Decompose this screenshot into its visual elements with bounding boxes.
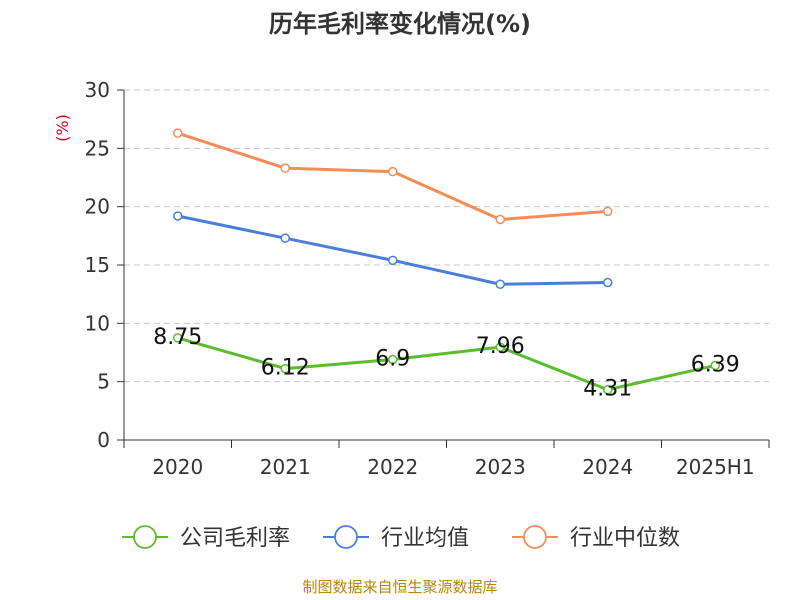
series-line [177, 336, 716, 392]
y-tick-label: 0 [97, 428, 110, 452]
y-tick-label: 15 [85, 253, 110, 277]
data-point [710, 360, 720, 371]
data-point [603, 206, 613, 217]
legend-marker [334, 525, 358, 549]
data-point [280, 163, 290, 173]
legend-label: 公司毛利率 [180, 526, 290, 551]
data-label: 6.12 [261, 356, 310, 381]
data-point [173, 211, 183, 221]
x-tick-label: 2023 [475, 455, 526, 479]
x-tick-label: 2022 [367, 455, 418, 479]
legend-label: 行业均值 [381, 526, 469, 551]
y-tick-label: 20 [85, 195, 110, 219]
legend-marker [523, 525, 547, 549]
y-tick-label: 25 [85, 136, 110, 160]
y-axis-label: (%) [53, 114, 72, 142]
legend-marker [133, 525, 157, 549]
data-point [280, 233, 290, 243]
axes: 0 5 10 15 20 25 30 2020 2021 2022 2023 2024 2025H1 (%… [53, 78, 770, 479]
source-note: 制图数据来自恒生聚源数据库 [302, 578, 498, 596]
y-tick-label: 10 [85, 311, 110, 335]
data-label: 4.31 [583, 377, 632, 402]
data-point [173, 128, 183, 138]
data-point [495, 342, 505, 352]
data-label: 6.9 [375, 347, 410, 372]
series-lines [177, 131, 716, 392]
grid-lines [124, 89, 769, 383]
series-points [173, 128, 720, 395]
data-point [388, 354, 398, 365]
series-line [177, 214, 608, 286]
x-tick-label: 2025H1 [676, 455, 755, 479]
legend-label: 行业中位数 [570, 526, 680, 551]
data-point [388, 255, 398, 266]
x-tick-label: 2021 [260, 455, 311, 479]
data-label: 6.39 [691, 352, 740, 377]
data-label: 7.96 [476, 334, 525, 359]
data-label: 8.75 [153, 325, 202, 350]
x-tick-label: 2024 [582, 455, 633, 479]
data-point [388, 166, 398, 177]
y-tick-label: 5 [97, 370, 110, 394]
data-point [603, 277, 613, 288]
chart-title: 历年毛利率变化情况(%) [269, 10, 531, 38]
data-point [495, 279, 505, 289]
data-labels: 8.75 6.12 6.9 7.96 4.31 6.39 [153, 325, 739, 402]
data-point [280, 363, 290, 374]
data-point [603, 384, 613, 395]
legend: 公司毛利率 行业均值 行业中位数 [122, 525, 680, 551]
data-point [495, 214, 505, 225]
y-tick-label: 30 [85, 78, 110, 102]
data-point [173, 333, 183, 343]
x-tick-label: 2020 [152, 455, 203, 479]
